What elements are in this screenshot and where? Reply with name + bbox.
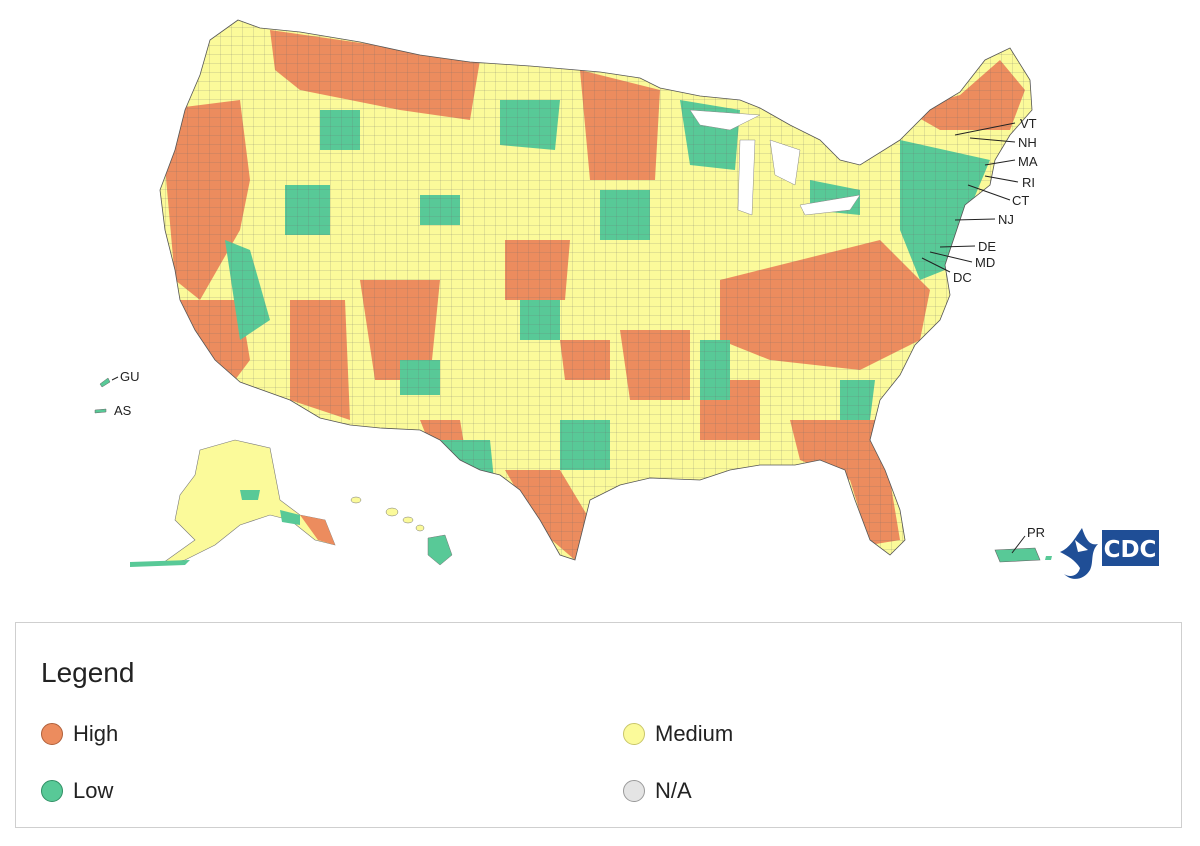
legend-swatch-low — [41, 780, 63, 802]
label-ma: MA — [1018, 154, 1038, 169]
legend-item-high: High — [41, 721, 118, 747]
us-county-map: VT NH MA RI CT NJ DE MD DC GU AS PR CDC — [94, 19, 1159, 579]
label-pr: PR — [1027, 525, 1045, 540]
cdc-logo: CDC — [1102, 530, 1159, 566]
alaska-map — [130, 439, 336, 567]
guam-island — [99, 377, 111, 388]
hawaii-map — [350, 496, 453, 566]
legend-label-low: Low — [73, 778, 114, 803]
label-dc: DC — [953, 270, 972, 285]
label-md: MD — [975, 255, 995, 270]
conus-map — [159, 19, 1033, 561]
label-as: AS — [114, 403, 132, 418]
legend-item-low: Low — [41, 778, 113, 804]
cdc-logo-text: CDC — [1104, 537, 1157, 563]
legend-label-na: N/A — [655, 778, 692, 803]
label-ct: CT — [1012, 193, 1029, 208]
label-nh: NH — [1018, 135, 1037, 150]
hhs-eagle-logo — [1060, 528, 1098, 579]
legend-swatch-high — [41, 723, 63, 745]
legend-label-medium: Medium — [655, 721, 734, 746]
american-samoa-island — [94, 408, 107, 414]
label-leader-lines — [111, 122, 1026, 554]
label-vt: VT — [1020, 116, 1037, 131]
label-nj: NJ — [998, 212, 1014, 227]
puerto-rico-map — [994, 547, 1052, 563]
label-de: DE — [978, 239, 996, 254]
label-ri: RI — [1022, 175, 1035, 190]
legend-swatch-medium — [623, 723, 645, 745]
legend-label-high: High — [73, 721, 119, 746]
legend-panel: Legend High Medium Low N/A — [15, 622, 1182, 828]
legend-title: Legend — [41, 657, 135, 688]
legend-swatch-na — [623, 780, 645, 802]
label-gu: GU — [120, 369, 140, 384]
legend-item-medium: Medium — [623, 721, 733, 747]
legend-item-na: N/A — [623, 778, 692, 804]
